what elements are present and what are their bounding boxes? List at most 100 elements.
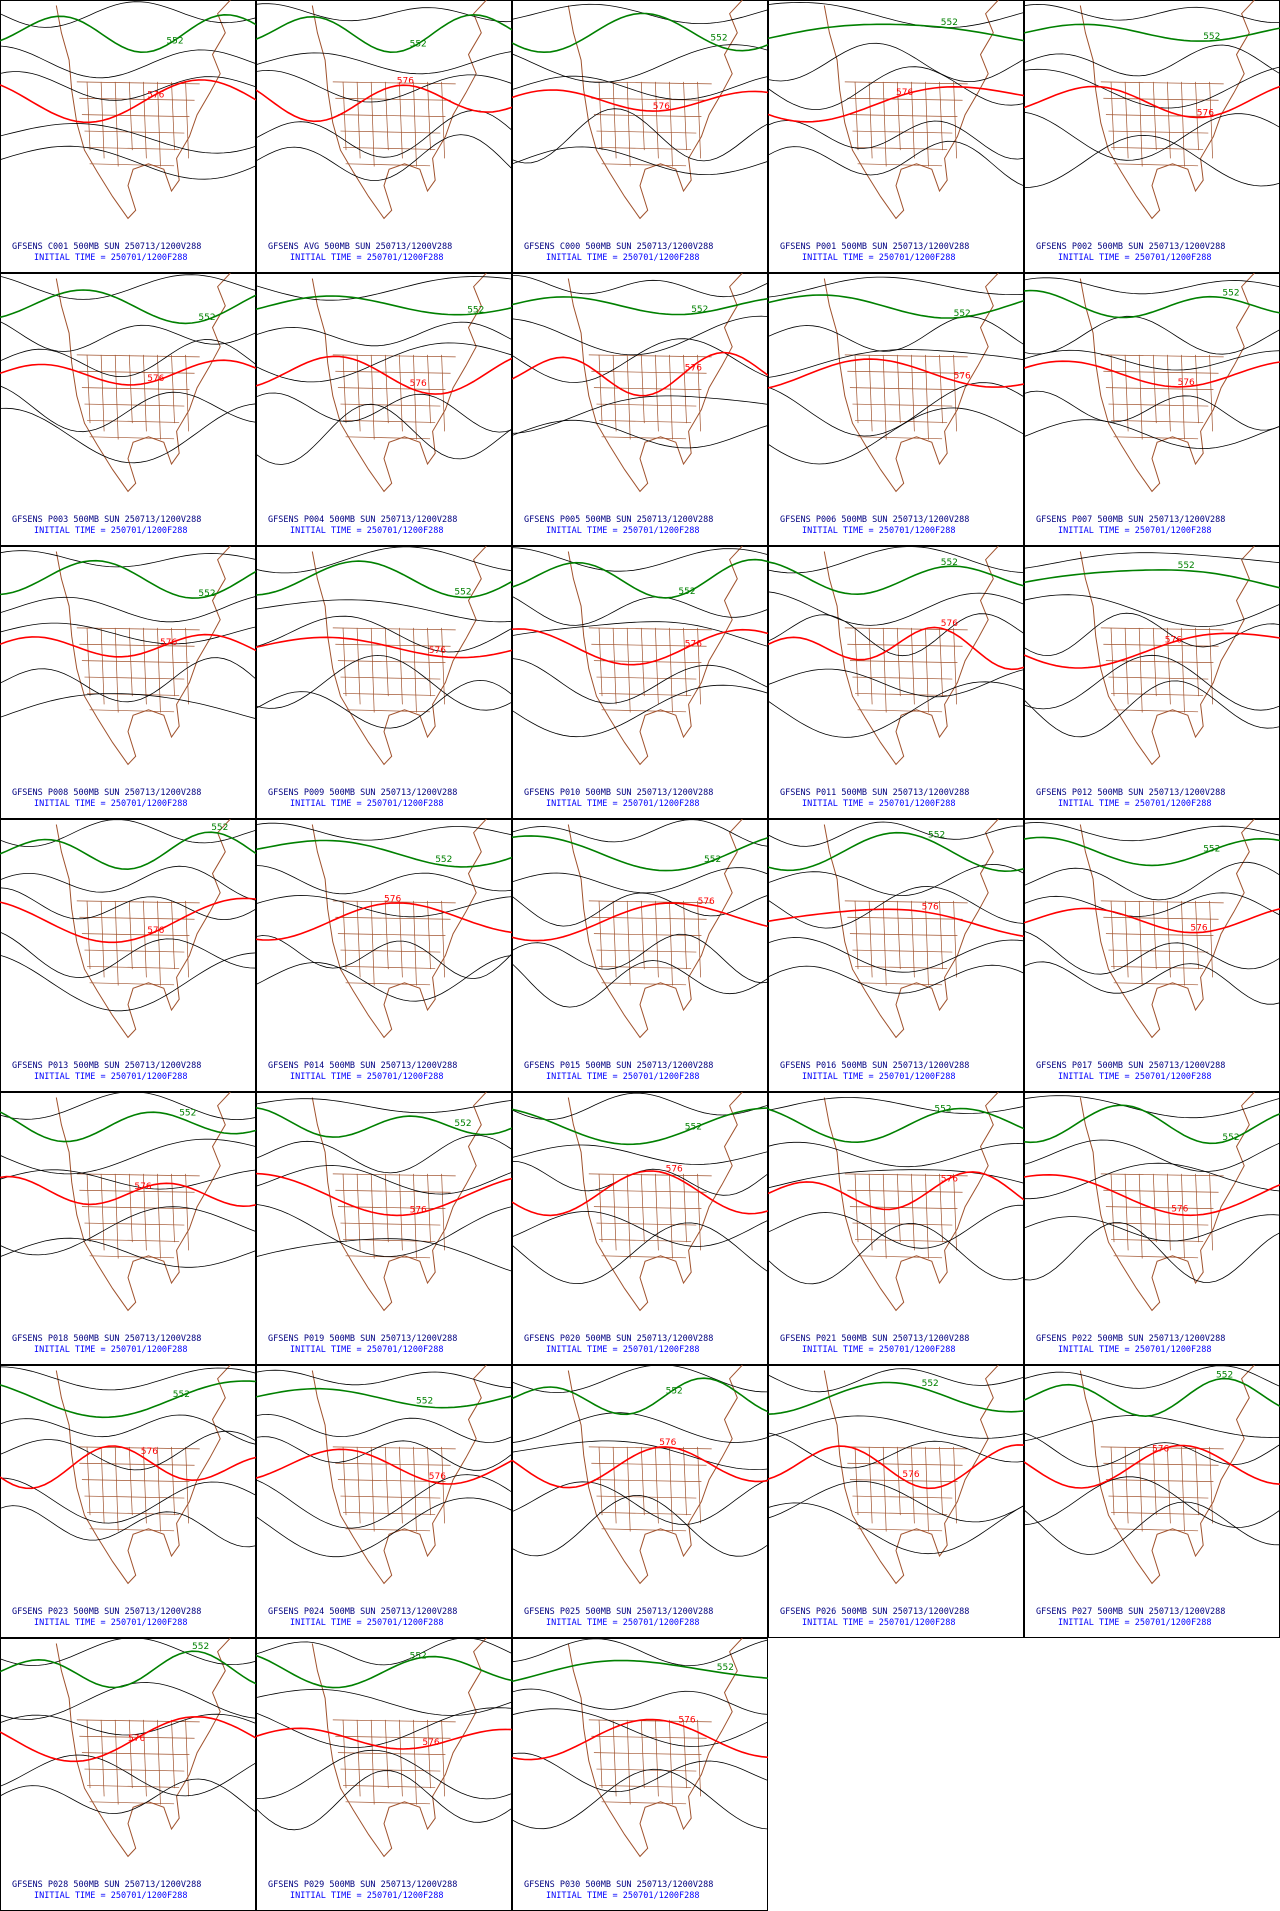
- contour-line: [0, 1, 256, 28]
- state-line: [655, 1446, 659, 1524]
- state-line: [343, 420, 436, 423]
- panel-label: GFSENS P019 500MB SUN 250713/1200V288: [268, 1334, 457, 1344]
- state-line: [599, 693, 692, 696]
- state-line: [599, 420, 692, 423]
- state-line: [1100, 354, 1224, 358]
- map-panel: 576 552 GFSENS P018 500MB SUN 250713/1200V…: [0, 1092, 256, 1365]
- contour-label: 576: [147, 90, 164, 100]
- state-line: [87, 1512, 180, 1515]
- state-line: [427, 354, 431, 424]
- state-line: [855, 693, 948, 696]
- map-panel: 576 552 GFSENS P007 500MB SUN 250713/1200V…: [1024, 273, 1280, 546]
- contour-line: [768, 591, 1024, 626]
- coastline: [55, 1092, 231, 1312]
- state-line: [1167, 354, 1171, 432]
- contour-label: 576: [422, 1738, 439, 1748]
- contour-line: [1024, 111, 1280, 161]
- contour-line: [768, 120, 1024, 160]
- contour-552: [512, 12, 768, 54]
- state-line: [596, 1222, 697, 1226]
- state-line: [854, 354, 859, 424]
- contour-576: [512, 1446, 768, 1489]
- state-line: [844, 900, 968, 904]
- panel-frame: [1024, 273, 1280, 546]
- state-line: [340, 949, 441, 953]
- coastline: [1079, 546, 1255, 766]
- contour-line: [0, 657, 256, 703]
- state-line: [441, 1446, 445, 1524]
- contour-line: [0, 1477, 256, 1524]
- state-line: [844, 354, 968, 358]
- panel-label: GFSENS P006 500MB SUN 250713/1200V288: [780, 515, 969, 525]
- state-line: [76, 900, 200, 904]
- contour-label: 576: [698, 897, 715, 907]
- panel-label: GFSENS P007 500MB SUN 250713/1200V288: [1036, 515, 1225, 525]
- map-panel: 576 552 GFSENS P003 500MB SUN 250713/1200V…: [0, 273, 256, 546]
- state-line: [598, 627, 603, 697]
- state-line: [1110, 354, 1115, 424]
- contour-label: 552: [211, 823, 228, 833]
- state-line: [335, 916, 451, 920]
- state-line: [868, 81, 873, 159]
- coastline: [311, 0, 487, 220]
- state-line: [598, 1446, 603, 1516]
- state-line: [1108, 949, 1209, 953]
- coastline: [567, 1365, 743, 1585]
- contour-label: 576: [134, 1182, 151, 1192]
- contour-line: [768, 349, 1024, 378]
- contour-576: [768, 358, 1024, 389]
- contour-label: 552: [710, 33, 727, 43]
- state-line: [1167, 1446, 1171, 1524]
- state-line: [340, 1222, 441, 1226]
- contour-label: 576: [1171, 1204, 1188, 1214]
- state-line: [171, 354, 175, 424]
- panel-frame: [256, 819, 512, 1092]
- contour-line: [256, 1134, 512, 1174]
- state-line: [370, 1719, 375, 1805]
- state-line: [1113, 1255, 1199, 1259]
- state-line: [157, 1446, 161, 1532]
- state-line: [601, 163, 687, 167]
- state-line: [849, 933, 958, 937]
- contour-552: [1024, 569, 1280, 589]
- initial-time: INITIAL TIME = 250701/1200F288: [290, 799, 444, 809]
- state-line: [925, 81, 929, 167]
- state-line: [847, 1189, 963, 1193]
- contour-line: [512, 1222, 768, 1285]
- panel-frame: [512, 819, 768, 1092]
- contour-line: [256, 615, 512, 653]
- coastline: [1079, 1365, 1255, 1585]
- contour-552: [512, 296, 768, 316]
- panel-frame: [256, 1092, 512, 1365]
- state-line: [399, 1446, 403, 1524]
- contour-line: [256, 599, 512, 623]
- map-panel: 576 552 GFSENS P022 500MB SUN 250713/1200V…: [1024, 1092, 1280, 1365]
- contour-line: [0, 321, 256, 352]
- contour-line: [256, 1749, 512, 1800]
- state-line: [76, 627, 200, 631]
- contour-label: 576: [429, 646, 446, 656]
- contour-label: 576: [896, 88, 913, 98]
- contour-line: [256, 276, 512, 301]
- contour-line: [1024, 315, 1280, 355]
- state-line: [896, 900, 901, 970]
- state-line: [114, 627, 119, 713]
- state-line: [1103, 1189, 1219, 1193]
- state-line: [100, 627, 105, 705]
- state-line: [157, 900, 161, 986]
- state-line: [1113, 436, 1199, 440]
- contour-576: [0, 633, 256, 658]
- initial-time: INITIAL TIME = 250701/1200F288: [802, 1618, 956, 1628]
- contour-line: [512, 933, 768, 984]
- state-line: [335, 643, 451, 647]
- contour-line: [1024, 66, 1280, 109]
- contour-label: 576: [429, 1472, 446, 1482]
- contour-576: [256, 355, 512, 395]
- coastline: [311, 273, 487, 493]
- contour-label: 552: [691, 305, 708, 315]
- panel-label: GFSENS P005 500MB SUN 250713/1200V288: [524, 515, 713, 525]
- state-line: [697, 1446, 701, 1524]
- contour-line: [768, 140, 1024, 187]
- state-line: [100, 1173, 105, 1251]
- coastline: [823, 546, 999, 766]
